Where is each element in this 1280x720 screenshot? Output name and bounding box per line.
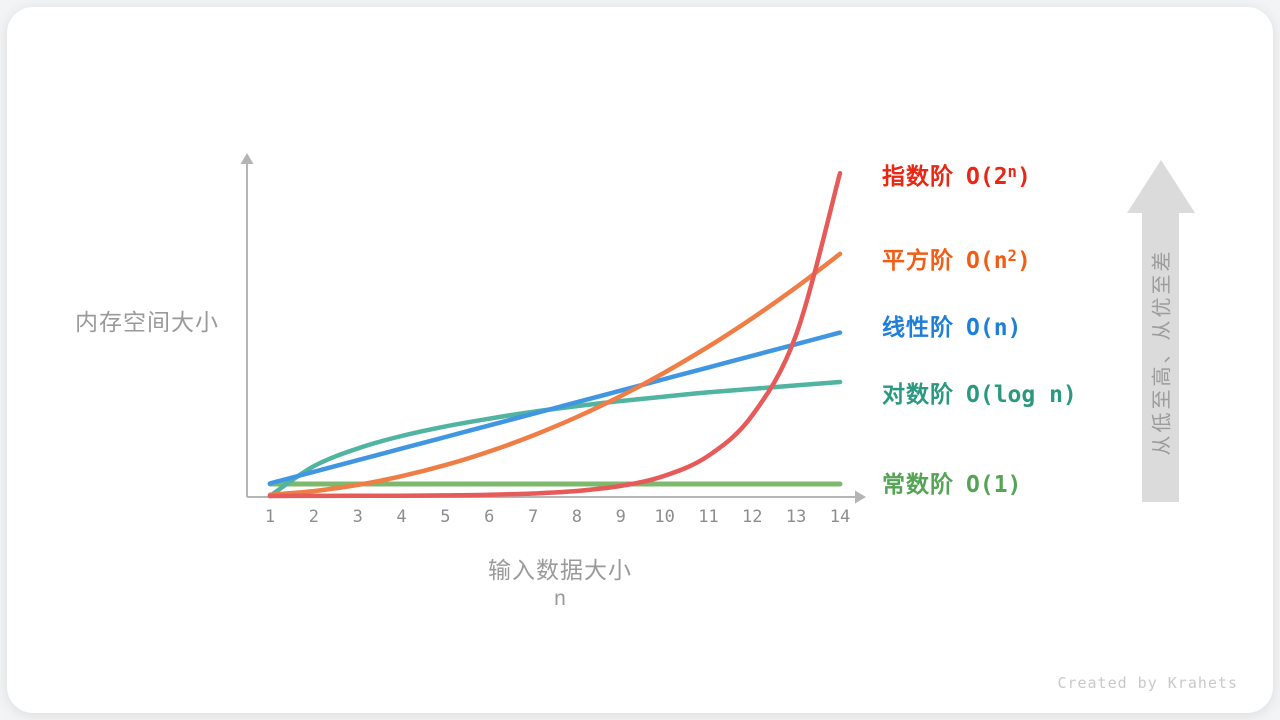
formula-pre: O(log n)	[966, 382, 1077, 408]
formula-sup: n	[1007, 161, 1017, 181]
direction-arrow-shaft	[1142, 211, 1179, 502]
x-axis-label: 输入数据大小	[488, 557, 632, 583]
formula-pre: O(n	[966, 248, 1008, 274]
x-tick-11: 11	[698, 507, 719, 527]
x-tick-13: 13	[785, 507, 807, 527]
legend-formula-linear: O(n)	[966, 315, 1021, 341]
legend-item-quadratic: 平方阶 O(n2)	[882, 241, 1031, 275]
x-axis-label-n: n	[554, 587, 566, 610]
legend-item-logarithmic: 对数阶 O(log n)	[882, 375, 1077, 409]
x-tick-8: 8	[571, 507, 583, 527]
direction-arrow-label: 从低至高、从优至差	[1151, 248, 1174, 456]
formula-pre: O(2	[966, 164, 1008, 190]
legend-item-constant: 常数阶 O(1)	[882, 465, 1021, 499]
direction-arrow-head	[1127, 160, 1195, 213]
x-tick-5: 5	[440, 507, 451, 527]
legend-zh-constant: 常数阶	[882, 471, 954, 497]
x-tick-3: 3	[352, 507, 363, 527]
legend-zh-quadratic: 平方阶	[882, 247, 954, 273]
credit-text: Created by Krahets	[1057, 674, 1238, 692]
x-tick-2: 2	[308, 507, 319, 527]
figure-card	[7, 7, 1273, 713]
x-tick-10: 10	[654, 507, 675, 527]
formula-sup: 2	[1007, 245, 1017, 265]
legend-zh-linear: 线性阶	[882, 314, 954, 340]
x-tick-7: 7	[527, 507, 539, 527]
legend-formula-exponential: O(2n)	[966, 161, 1031, 190]
formula-post: )	[1016, 164, 1031, 190]
formula-pre: O(1)	[966, 472, 1022, 498]
x-tick-9: 9	[615, 507, 626, 527]
x-tick-12: 12	[742, 507, 763, 527]
formula-pre: O(n)	[966, 315, 1022, 341]
legend-zh-logarithmic: 对数阶	[882, 381, 954, 407]
legend-item-exponential: 指数阶 O(2n)	[882, 157, 1031, 191]
legend-formula-quadratic: O(n2)	[966, 245, 1031, 274]
legend-item-linear: 线性阶 O(n)	[882, 308, 1021, 342]
formula-post: )	[1016, 248, 1031, 274]
x-tick-4: 4	[396, 507, 407, 527]
x-tick-1: 1	[264, 507, 276, 527]
legend-formula-constant: O(1)	[966, 472, 1021, 498]
x-tick-6: 6	[484, 507, 495, 527]
legend: 指数阶 O(2n) 平方阶 O(n2) 线性阶 O(n) 对数阶 O(log n) 常数…	[882, 0, 1182, 720]
y-axis-label: 内存空间大小	[75, 309, 219, 335]
x-tick-14: 14	[829, 507, 851, 527]
legend-zh-exponential: 指数阶	[882, 163, 954, 189]
legend-formula-logarithmic: O(log n)	[966, 382, 1077, 408]
